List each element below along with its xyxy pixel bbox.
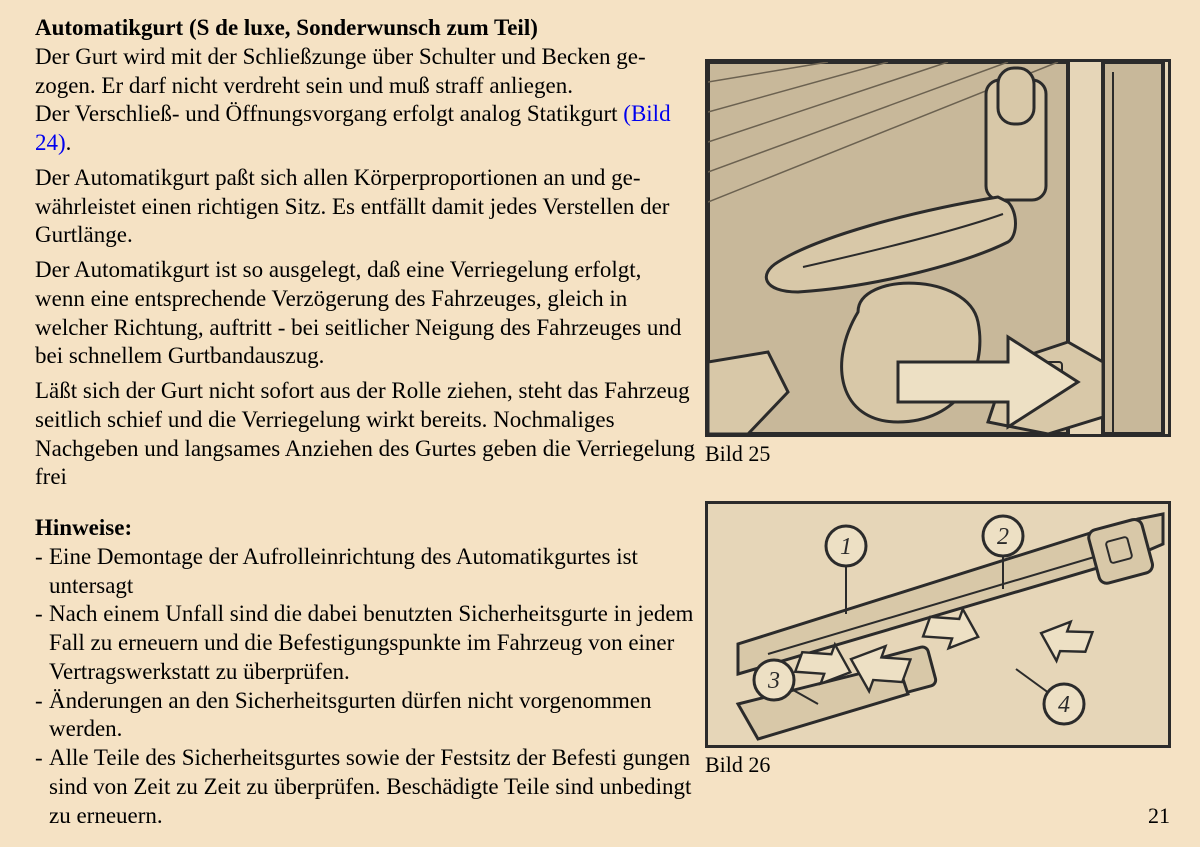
para1b-pre: Der Verschließ- und Öffnungsvorgang erfo… — [35, 101, 618, 126]
figure-25-caption: Bild 25 — [705, 441, 1185, 467]
callout-3-label: 3 — [767, 668, 780, 694]
bullet-item: - Änderungen an den Sicherheitsgurten dü… — [35, 687, 695, 745]
bullet-dash: - — [35, 600, 49, 686]
callout-1-label: 1 — [840, 534, 852, 560]
para1b-post: . — [66, 130, 72, 155]
figure-25 — [705, 59, 1171, 437]
paragraph-2: Der Automatikgurt paßt sich allen Körper… — [35, 164, 695, 250]
bullet-dash: - — [35, 744, 49, 830]
text-column: Automatikgurt (S de luxe, Sonderwunsch z… — [35, 14, 705, 830]
manual-page: Automatikgurt (S de luxe, Sonderwunsch z… — [0, 0, 1200, 847]
content-row: Automatikgurt (S de luxe, Sonderwunsch z… — [35, 14, 1170, 830]
figure-25-svg — [708, 62, 1168, 434]
hinweise-heading: Hinweise: — [35, 514, 695, 543]
paragraph-1: Der Gurt wird mit der Schließzunge über … — [35, 43, 695, 158]
bullet-text: Alle Teile des Sicherheitsgurtes sowie d… — [49, 744, 695, 830]
paragraph-3: Der Automatikgurt ist so ausgelegt, daß … — [35, 256, 695, 371]
bullet-item: - Nach einem Unfall sind die dabei benut… — [35, 600, 695, 686]
callout-4-label: 4 — [1058, 692, 1070, 718]
figure-26: 1 2 3 4 — [705, 501, 1171, 748]
bullet-text: Nach einem Unfall sind die dabei benutzt… — [49, 600, 695, 686]
para1a: Der Gurt wird mit der Schließzunge über … — [35, 44, 646, 98]
section-title: Automatikgurt (S de luxe, Sonderwunsch z… — [35, 14, 695, 43]
bullet-text: Änderungen an den Sicherheitsgurten dürf… — [49, 687, 695, 745]
callout-4: 4 — [1016, 669, 1084, 724]
bullet-item: - Alle Teile des Sicherheitsgurtes sowie… — [35, 744, 695, 830]
bullet-text: Eine Demontage der Aufrolleinrichtung de… — [49, 543, 695, 601]
callout-2-label: 2 — [997, 524, 1009, 550]
page-number: 21 — [1148, 803, 1170, 829]
bullet-dash: - — [35, 687, 49, 745]
callout-1: 1 — [826, 526, 866, 614]
bullet-item: - Eine Demontage der Aufrolleinrichtung … — [35, 543, 695, 601]
paragraph-4: Läßt sich der Gurt nicht sofort aus der … — [35, 377, 695, 492]
figure-column: Bild 25 — [705, 14, 1185, 778]
figure-26-caption: Bild 26 — [705, 752, 1185, 778]
figure-26-svg: 1 2 3 4 — [708, 504, 1168, 745]
bullet-dash: - — [35, 543, 49, 601]
